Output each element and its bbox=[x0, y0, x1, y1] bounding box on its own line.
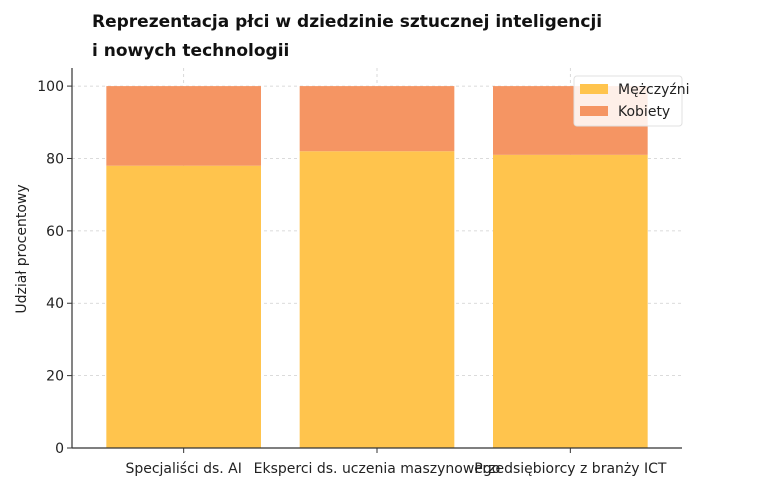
x-tick-labels: Specjaliści ds. AI Eksperci ds. uczenia m… bbox=[125, 448, 667, 477]
bar-men-2 bbox=[493, 154, 648, 448]
y-tick-labels: 0 20 40 60 80 100 bbox=[37, 79, 72, 457]
chart-title: Reprezentacja płci w dziedzinie sztuczne… bbox=[92, 8, 732, 66]
y-tick-label-1: 20 bbox=[46, 369, 64, 385]
bar-men-0 bbox=[106, 165, 261, 448]
y-tick-label-5: 100 bbox=[37, 79, 64, 95]
y-tick-label-3: 60 bbox=[46, 224, 64, 240]
bar-women-0 bbox=[106, 86, 261, 166]
chart-title-line-2: i nowych technologii bbox=[92, 41, 290, 61]
legend-label-1: Kobiety bbox=[618, 104, 670, 120]
legend-label-0: Mężczyźni bbox=[618, 82, 689, 98]
chart-title-line-1: Reprezentacja płci w dziedzinie sztuczne… bbox=[92, 12, 603, 32]
y-tick-label-4: 80 bbox=[46, 151, 64, 167]
bar-men-1 bbox=[299, 151, 455, 448]
x-tick-label-1: Eksperci ds. uczenia maszynowego bbox=[254, 461, 501, 477]
bars bbox=[106, 86, 648, 448]
y-tick-label-2: 40 bbox=[46, 296, 64, 312]
bar-women-1 bbox=[299, 86, 455, 152]
y-tick-label-0: 0 bbox=[55, 441, 64, 457]
legend-swatch-0 bbox=[580, 84, 608, 94]
x-tick-label-0: Specjaliści ds. AI bbox=[125, 461, 241, 477]
x-tick-label-2: Przedsiębiorcy z branży ICT bbox=[474, 461, 667, 477]
legend-swatch-1 bbox=[580, 106, 608, 116]
legend: Mężczyźni Kobiety bbox=[573, 75, 689, 127]
y-axis-label: Udział procentowy bbox=[14, 184, 30, 313]
